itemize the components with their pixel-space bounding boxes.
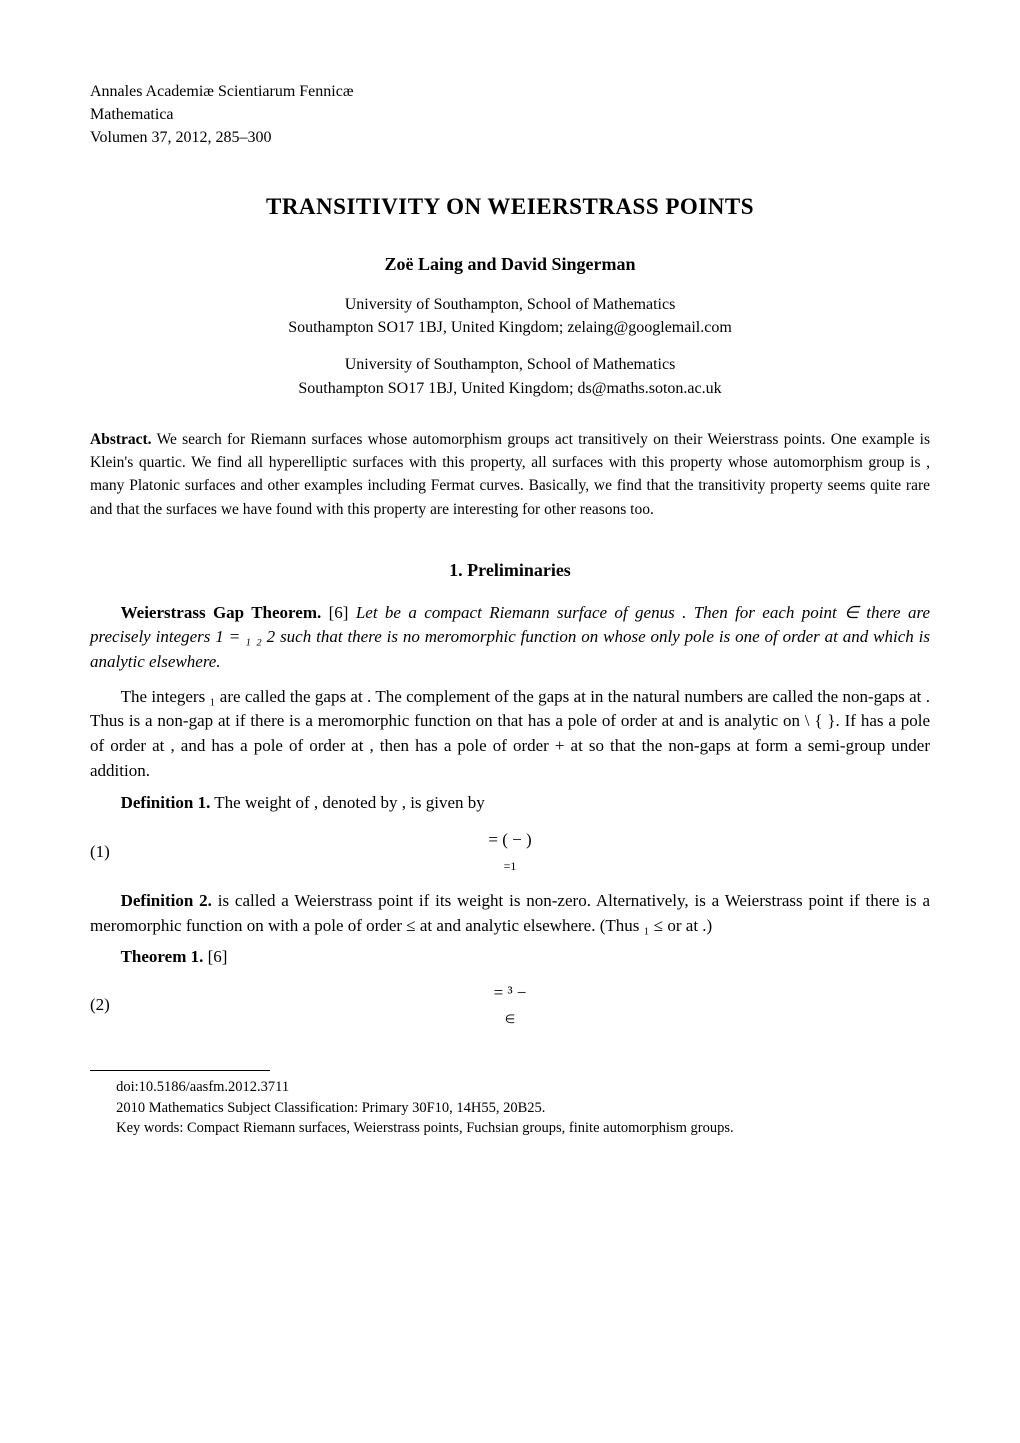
definition-label: Definition 1. [121,793,211,812]
paper-title: TRANSITIVITY ON WEIERSTRASS POINTS [90,190,930,223]
section-heading-1: 1. Preliminaries [90,557,930,583]
equation-body: = ( − ) =1 [141,828,879,877]
footnote-doi: doi:10.5186/aasfm.2012.3711 [90,1077,930,1097]
affiliation-address: Southampton SO17 1BJ, United Kingdom; ds… [90,377,930,400]
equation-subscript: ∈ [505,1012,515,1026]
theorem-label: Theorem 1. [121,947,204,966]
theorem-1: Theorem 1. [6] [90,945,930,970]
equation-main: = ( − ) [488,830,531,849]
theorem-ref: [6] [321,603,356,622]
para-gaps: The integers ₁ are called the gaps at . … [90,685,930,784]
footnote-rule [90,1070,270,1071]
definition-text: The weight of , denoted by , is given by [210,793,484,812]
theorem-label: Weierstrass Gap Theorem. [121,603,322,622]
abstract: Abstract. We search for Riemann surfaces… [90,428,930,521]
weierstrass-gap-theorem: Weierstrass Gap Theorem. [6] Let be a co… [90,601,930,675]
definition-1: Definition 1. The weight of , denoted by… [90,791,930,816]
journal-info: Annales Academiæ Scientiarum Fennicæ Mat… [90,80,930,150]
equation-subscript: =1 [504,859,517,873]
authors: Zoë Laing and David Singerman [90,251,930,277]
theorem-seq: 1 = ₁ ₂ 2 [215,627,280,646]
abstract-text: We search for Riemann surfaces whose aut… [90,431,930,518]
equation-body: = ³ − ∈ [141,981,879,1030]
affiliation-2: University of Southampton, School of Mat… [90,353,930,399]
definition-2: Definition 2. is called a Weierstrass po… [90,889,930,938]
theorem-ref: [6] [203,947,227,966]
journal-line-2: Mathematica [90,103,930,126]
equation-number: (1) [90,840,141,865]
affiliation-1: University of Southampton, School of Mat… [90,293,930,339]
affiliation-address: Southampton SO17 1BJ, United Kingdom; ze… [90,316,930,339]
affiliation-institution: University of Southampton, School of Mat… [90,293,930,316]
affiliation-institution: University of Southampton, School of Mat… [90,353,930,376]
equation-number: (2) [90,993,141,1018]
abstract-label: Abstract. [90,431,152,448]
journal-line-3: Volumen 37, 2012, 285–300 [90,126,930,149]
equation-1: (1) = ( − ) =1 [90,828,930,877]
equation-2: (2) = ³ − ∈ [90,981,930,1030]
footnote-msc: 2010 Mathematics Subject Classification:… [90,1098,930,1118]
footnote-keywords: Key words: Compact Riemann surfaces, Wei… [90,1118,930,1138]
journal-line-1: Annales Academiæ Scientiarum Fennicæ [90,80,930,103]
equation-main: = ³ − [494,983,527,1002]
definition-label: Definition 2. [121,891,212,910]
definition-text: is called a Weierstrass point if its wei… [90,891,930,935]
